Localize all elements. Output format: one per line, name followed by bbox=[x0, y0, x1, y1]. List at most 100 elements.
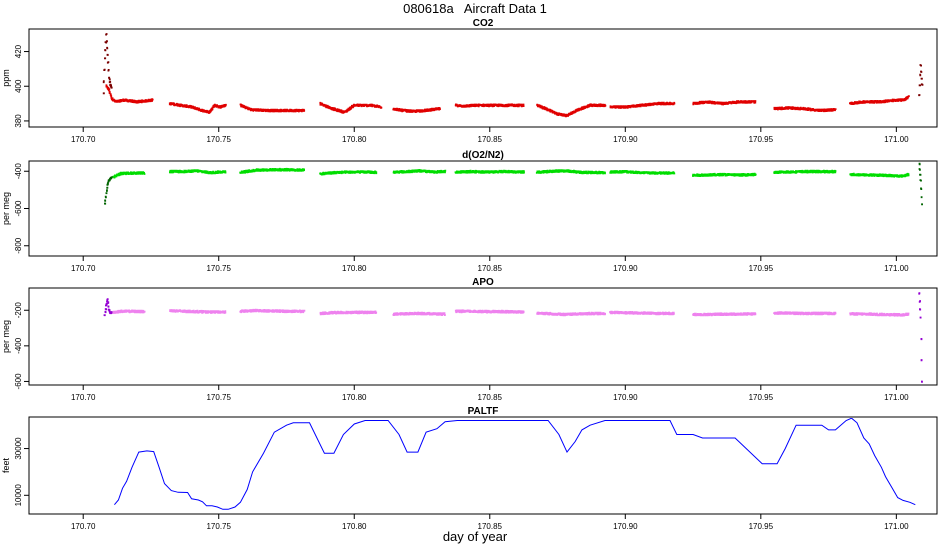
y-tick-label: -800 bbox=[14, 237, 23, 254]
series-points bbox=[319, 310, 378, 316]
series-points bbox=[535, 169, 606, 175]
series-points bbox=[692, 100, 757, 106]
series-points bbox=[105, 84, 154, 104]
x-tick-label: 170.75 bbox=[206, 135, 231, 144]
series-points bbox=[773, 106, 837, 113]
x-tick-label: 170.80 bbox=[342, 522, 367, 531]
x-tick-label: 171.00 bbox=[884, 393, 909, 402]
x-tick-label: 170.95 bbox=[749, 522, 774, 531]
x-tick-label: 170.90 bbox=[613, 135, 638, 144]
x-axis-label: day of year bbox=[442, 529, 508, 544]
x-tick-label: 170.90 bbox=[613, 264, 638, 273]
panel-1: d(O2/N2) per meg 170.70 170.75 170.80 170.85 1… bbox=[1, 150, 938, 273]
x-tick-label: 170.85 bbox=[478, 135, 503, 144]
series-points bbox=[536, 311, 606, 317]
series-points bbox=[319, 170, 378, 176]
x-tick-label: 170.85 bbox=[478, 522, 503, 531]
y-tick-label: -600 bbox=[14, 373, 23, 390]
panel-frame bbox=[28, 160, 938, 257]
series-points bbox=[918, 64, 924, 97]
series-points bbox=[392, 311, 446, 316]
x-tick-label: 170.70 bbox=[71, 522, 96, 531]
x-tick-label: 170.90 bbox=[613, 522, 638, 531]
series-points bbox=[454, 309, 525, 314]
y-tick-label: -400 bbox=[14, 163, 23, 180]
x-tick-label: 170.90 bbox=[613, 393, 638, 402]
y-tick-label: 30000 bbox=[14, 437, 23, 460]
panel-title: CO2 bbox=[473, 18, 494, 29]
series-points bbox=[849, 172, 910, 178]
series-points bbox=[169, 169, 227, 175]
series-points bbox=[692, 312, 757, 317]
series-points bbox=[111, 309, 146, 314]
panel-frame bbox=[28, 28, 938, 128]
figure-title: 080618a Aircraft Data 1 bbox=[403, 1, 547, 16]
data-area bbox=[102, 33, 924, 118]
series-points bbox=[918, 292, 923, 383]
series-points bbox=[773, 169, 837, 174]
x-tick-label: 170.95 bbox=[749, 135, 774, 144]
panel-title: APO bbox=[472, 277, 494, 288]
panel-0: CO2 ppm 170.70 170.75 170.80 170.85 170.90 170.… bbox=[1, 18, 938, 144]
panel-title: d(O2/N2) bbox=[462, 150, 504, 161]
y-axis-label: per meg bbox=[1, 192, 11, 225]
series-points bbox=[454, 103, 525, 108]
data-area bbox=[104, 162, 923, 206]
x-tick-label: 170.70 bbox=[71, 135, 96, 144]
x-tick-label: 170.85 bbox=[478, 393, 503, 402]
y-tick-label: 400 bbox=[14, 79, 23, 93]
data-area bbox=[114, 418, 916, 510]
y-tick-label: -600 bbox=[14, 200, 23, 217]
x-tick-label: 170.75 bbox=[206, 393, 231, 402]
series-points bbox=[392, 169, 447, 174]
y-tick-label: 380 bbox=[14, 114, 23, 128]
panel-frame bbox=[28, 287, 938, 386]
x-tick-label: 170.80 bbox=[342, 264, 367, 273]
series-points bbox=[536, 103, 607, 118]
series-line bbox=[114, 418, 916, 510]
series-points bbox=[239, 308, 306, 314]
y-tick-label: 10000 bbox=[14, 484, 23, 507]
series-points bbox=[102, 33, 113, 95]
series-points bbox=[454, 169, 525, 174]
series-points bbox=[692, 172, 757, 177]
series-points bbox=[104, 176, 113, 205]
series-points bbox=[239, 103, 306, 113]
x-tick-label: 170.70 bbox=[71, 264, 96, 273]
x-tick-label: 170.95 bbox=[749, 393, 774, 402]
series-points bbox=[239, 167, 305, 174]
series-points bbox=[609, 101, 676, 109]
y-axis-label: feet bbox=[1, 457, 11, 473]
series-points bbox=[111, 171, 146, 179]
panel-frame bbox=[28, 416, 938, 515]
series-points bbox=[168, 102, 227, 114]
series-points bbox=[773, 311, 837, 316]
panel-3: PALTF feet 170.70 170.75 170.80 170.85 170.90 1… bbox=[1, 406, 938, 531]
y-tick-label: -400 bbox=[14, 337, 23, 354]
series-points bbox=[849, 312, 910, 317]
x-tick-label: 170.95 bbox=[749, 264, 774, 273]
y-axis-label: ppm bbox=[1, 69, 11, 87]
data-area bbox=[103, 292, 923, 383]
series-points bbox=[392, 107, 441, 113]
x-tick-label: 171.00 bbox=[884, 264, 909, 273]
series-points bbox=[849, 95, 910, 105]
series-points bbox=[169, 309, 227, 314]
x-tick-label: 171.00 bbox=[884, 135, 909, 144]
series-points bbox=[609, 170, 676, 175]
y-axis-label: per meg bbox=[1, 320, 11, 353]
x-tick-label: 171.00 bbox=[884, 522, 909, 531]
y-tick-label: -200 bbox=[14, 302, 23, 319]
x-tick-label: 170.80 bbox=[342, 393, 367, 402]
series-points bbox=[319, 101, 383, 114]
y-tick-label: 420 bbox=[14, 44, 23, 58]
x-tick-label: 170.80 bbox=[342, 135, 367, 144]
x-tick-label: 170.75 bbox=[206, 522, 231, 531]
series-points bbox=[609, 310, 675, 316]
x-tick-label: 170.85 bbox=[478, 264, 503, 273]
series-points bbox=[918, 162, 923, 206]
panel-2: APO per meg 170.70 170.75 170.80 170.85 170.90… bbox=[1, 277, 938, 402]
x-tick-label: 170.75 bbox=[206, 264, 231, 273]
panel-title: PALTF bbox=[468, 406, 499, 417]
series-points bbox=[103, 298, 113, 317]
